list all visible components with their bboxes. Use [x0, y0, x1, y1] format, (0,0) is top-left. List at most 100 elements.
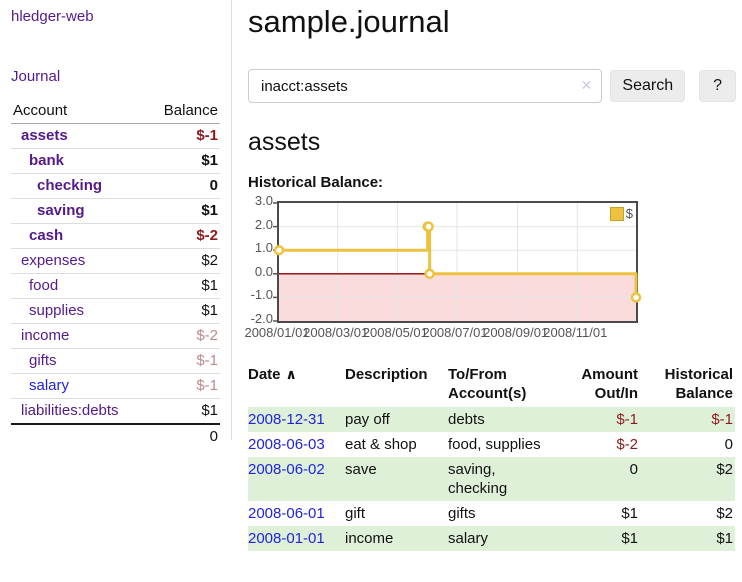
main-content: sample.journal ✕ Search ? assets Histori… [232, 0, 742, 551]
account-row: liabilities:debts $1 [11, 398, 220, 424]
transaction-accounts: debts [448, 411, 485, 428]
register-table: Date ∧ Description To/From Account(s) Amo… [248, 363, 735, 551]
x-axis-tick-label: 2008/05/01 [362, 325, 428, 340]
account-link[interactable]: expenses [21, 252, 86, 269]
y-axis-tick-label: 0.0 [254, 263, 273, 279]
transaction-date-link[interactable]: 2008-06-03 [248, 436, 325, 453]
x-axis-tick-label: 2008/09/01 [483, 325, 549, 340]
transaction-description: gift [345, 505, 366, 522]
app-brand-link[interactable]: hledger-web [11, 8, 94, 25]
y-axis-tick-label: -2.0 [250, 311, 273, 326]
account-row: food $1 [11, 273, 220, 299]
account-link[interactable]: liabilities:debts [21, 402, 119, 419]
register-header-balance: Historical Balance [664, 366, 733, 402]
transaction-balance: $-1 [711, 411, 733, 428]
search-input[interactable] [248, 69, 603, 103]
transaction-balance: 0 [724, 436, 733, 453]
page-title: sample.journal [248, 4, 450, 39]
account-balance: $1 [147, 398, 220, 424]
account-row: saving $1 [11, 198, 220, 224]
accounts-total-balance: 0 [147, 423, 220, 449]
account-link[interactable]: supplies [29, 302, 85, 319]
register-row: 2008-06-03 eat & shop food, supplies $-2… [248, 432, 735, 457]
account-row: checking 0 [11, 173, 220, 199]
account-balance: $1 [147, 273, 220, 299]
account-balance: $1 [147, 148, 220, 174]
transaction-description: pay off [345, 411, 390, 428]
account-row: expenses $2 [11, 248, 220, 274]
sort-asc-icon: ∧ [285, 366, 297, 382]
transaction-accounts: gifts [448, 505, 476, 522]
account-link[interactable]: gifts [29, 352, 57, 369]
x-axis-tick-label: 2008/11/01 [543, 325, 608, 340]
sidebar: hledger-web Journal Account Balance asse… [0, 0, 232, 449]
transaction-date-link[interactable]: 2008-12-31 [248, 411, 325, 428]
transaction-balance: $2 [716, 461, 733, 478]
transaction-accounts: food, supplies [448, 436, 541, 453]
clear-search-icon[interactable]: ✕ [580, 77, 593, 93]
transaction-date-link[interactable]: 2008-01-01 [248, 530, 325, 547]
x-axis-tick-label: 2008/03/01 [303, 325, 369, 340]
accounts-header-balance: Balance [147, 98, 220, 124]
chart-title: Historical Balance: [248, 174, 384, 191]
account-row: income $-2 [11, 323, 220, 349]
register-header-description: Description [345, 366, 428, 383]
account-balance: $2 [147, 248, 220, 274]
account-link[interactable]: cash [29, 227, 64, 244]
register-header-accounts: To/From Account(s) [448, 366, 527, 402]
account-link[interactable]: bank [29, 152, 65, 169]
transaction-balance: $1 [716, 530, 733, 547]
register-row: 2008-01-01 income salary $1 $1 [248, 526, 735, 551]
register-row: 2008-06-01 gift gifts $1 $2 [248, 501, 735, 526]
balance-chart-svg [273, 202, 642, 322]
account-balance: 0 [147, 173, 220, 199]
transaction-date-link[interactable]: 2008-06-02 [248, 461, 325, 478]
transaction-accounts: salary [448, 530, 489, 547]
account-link[interactable]: salary [29, 377, 70, 394]
account-balance: $-1 [147, 348, 220, 374]
transaction-amount: 0 [629, 461, 638, 478]
account-row: cash $-2 [11, 223, 220, 249]
account-heading: assets [248, 128, 321, 156]
chart-plot-area: $ [273, 201, 642, 323]
account-link[interactable]: checking [37, 177, 103, 194]
register-row: 2008-12-31 pay off debts $-1 $-1 [248, 407, 735, 432]
account-balance: $-2 [147, 223, 220, 249]
account-balance: $-2 [147, 323, 220, 349]
help-button[interactable]: ? [699, 70, 736, 102]
transaction-accounts: saving, checking [448, 461, 508, 497]
y-axis-tick-label: 1.0 [254, 240, 273, 256]
historical-balance-chart: $ 3.0 2.0 1.0 0.0 -1.0 -2.0 2008/01/01 2008/03/… [244, 194, 736, 345]
transaction-description: eat & shop [345, 436, 417, 453]
legend-label: $ [625, 206, 633, 221]
account-link[interactable]: food [29, 277, 59, 294]
account-balance: $1 [147, 198, 220, 224]
accounts-header-account: Account [11, 98, 148, 124]
transaction-description: income [345, 530, 394, 547]
transaction-description: save [345, 461, 377, 478]
sidebar-item-journal[interactable]: Journal [11, 68, 61, 85]
transaction-amount: $1 [621, 505, 638, 522]
account-link[interactable]: income [21, 327, 70, 344]
account-link[interactable]: assets [21, 127, 68, 144]
legend-swatch-icon [609, 206, 624, 221]
accounts-table: Account Balance assets $-1 bank $1 check… [11, 98, 220, 449]
x-axis-tick-label: 2008/07/01 [422, 325, 488, 340]
account-row: supplies $1 [11, 298, 220, 324]
y-axis-tick-label: 3.0 [254, 193, 273, 208]
account-link[interactable]: saving [37, 202, 85, 219]
transaction-balance: $2 [716, 505, 733, 522]
x-axis-tick-label: 2008/01/01 [244, 325, 310, 340]
transaction-amount: $1 [621, 530, 638, 547]
transaction-date-link[interactable]: 2008-06-01 [248, 505, 325, 522]
search-form: ✕ Search ? [248, 69, 736, 103]
accounts-total-row: 0 [11, 423, 220, 449]
register-header-date[interactable]: Date ∧ [248, 366, 297, 383]
chart-legend: $ [609, 206, 633, 221]
search-button[interactable]: Search [610, 70, 686, 102]
register-header-amount: Amount Out/In [581, 366, 638, 402]
account-balance: $-1 [196, 127, 218, 144]
account-row: salary $-1 [11, 373, 220, 399]
y-axis-tick-label: -1.0 [250, 287, 273, 303]
register-row: 2008-06-02 save saving, checking 0 $2 [248, 457, 735, 501]
